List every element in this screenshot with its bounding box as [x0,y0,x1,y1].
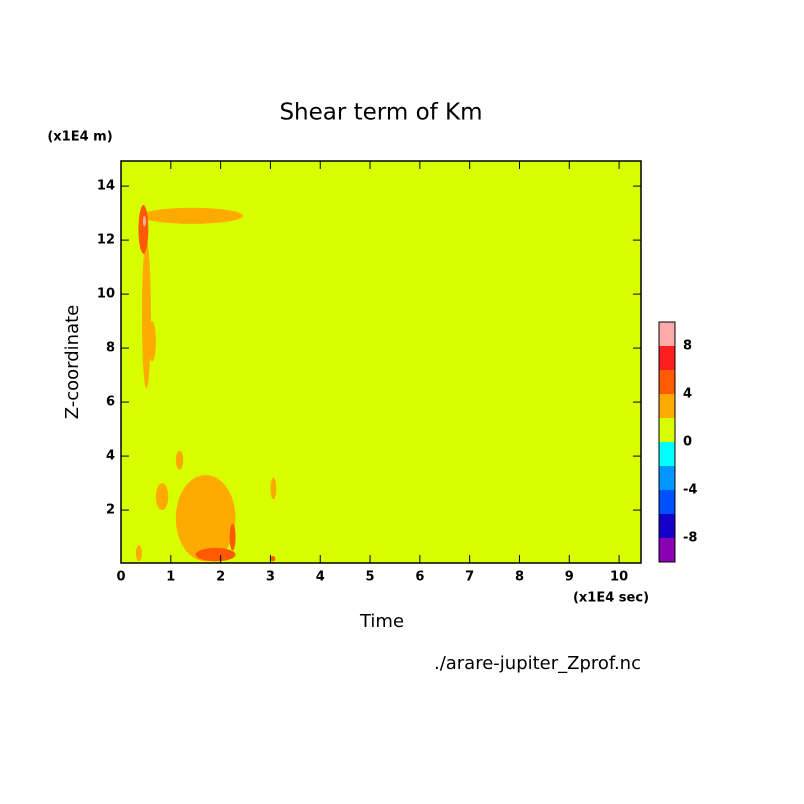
colorbar-bin [659,346,675,370]
colorbar-bin [659,442,675,466]
colorbar-bin [659,370,675,394]
contour-region [229,523,236,551]
y-tick-label: 14 [97,179,115,194]
x-tick-label: 6 [415,570,424,585]
plot-frame [120,160,642,564]
x-tick-label: 1 [166,570,175,585]
chart-title: Shear term of Km [279,100,482,126]
contour-region [270,555,276,562]
y-tick-label: 8 [106,341,115,356]
y-unit: (x1E4 m) [47,130,112,145]
x-tick-label: 7 [465,570,474,585]
colorbar-frame [658,321,676,563]
colorbar-bin [659,514,675,538]
x-tick-label: 8 [515,570,524,585]
contour-region [175,450,184,470]
x-unit: (x1E4 sec) [573,591,649,606]
contour-region [175,474,236,562]
contour-region [142,215,146,227]
contour-region [141,240,151,389]
y-tick-label: 6 [106,395,115,410]
x-tick-label: 3 [266,570,275,585]
colorbar-label: 8 [683,339,692,354]
x-axis-label: Time [359,611,404,632]
colorbar-bin [659,490,675,514]
contour-region [195,547,236,562]
contour-region [138,205,149,254]
contour-region [148,321,156,362]
colorbar-label: 0 [683,435,692,450]
colorbar-label: 4 [683,387,692,402]
colorbar-bin [659,418,675,442]
colorbar-bin [659,466,675,490]
x-tick-label: 5 [366,570,375,585]
contour-region [135,545,142,562]
colorbar-label: -4 [683,483,697,498]
colorbar-label: -8 [683,531,697,546]
y-tick-label: 10 [97,287,115,302]
contour-region [140,207,244,224]
colorbar-bin [659,322,675,346]
x-tick-label: 0 [116,570,125,585]
x-tick-label: 10 [610,570,628,585]
colorbar-bin [659,394,675,418]
colorbar-bin [659,538,675,562]
y-axis-label: Z-coordinate [62,305,83,420]
y-tick-label: 12 [97,233,115,248]
y-tick-label: 4 [106,449,115,464]
x-tick-label: 4 [316,570,325,585]
contour-region [155,483,169,511]
source-file: ./arare-jupiter_Zprof.nc [434,653,641,674]
y-tick-label: 2 [106,503,115,518]
x-tick-label: 2 [216,570,225,585]
contour-region [270,477,277,500]
x-tick-label: 9 [565,570,574,585]
